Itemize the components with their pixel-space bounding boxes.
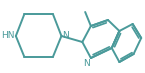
Text: N: N [62, 32, 69, 41]
Text: HN: HN [1, 32, 15, 41]
Text: N: N [83, 59, 90, 68]
